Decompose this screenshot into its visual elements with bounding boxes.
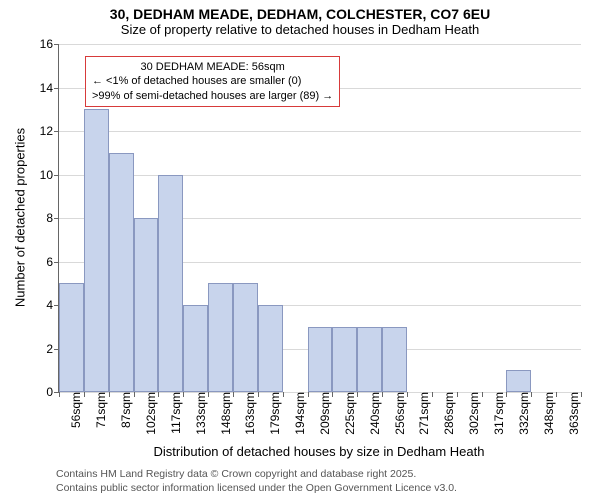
xtick-mark <box>556 392 557 397</box>
xtick-mark <box>482 392 483 397</box>
xtick-mark <box>581 392 582 397</box>
xtick-label: 302sqm <box>461 392 481 435</box>
histogram-bar <box>109 153 134 392</box>
histogram-bar <box>134 218 159 392</box>
histogram-bar <box>357 327 382 392</box>
annotation-line: ← <1% of detached houses are smaller (0) <box>92 74 333 88</box>
xtick-mark <box>407 392 408 397</box>
xtick-label: 240sqm <box>362 392 382 435</box>
xtick-label: 133sqm <box>188 392 208 435</box>
histogram-bar <box>382 327 407 392</box>
xtick-label: 87sqm <box>113 392 133 428</box>
footer-line-1: Contains HM Land Registry data © Crown c… <box>56 468 457 482</box>
xtick-mark <box>332 392 333 397</box>
xtick-label: 148sqm <box>213 392 233 435</box>
xtick-label: 71sqm <box>88 392 108 428</box>
xtick-label: 56sqm <box>63 392 83 428</box>
ytick-mark <box>54 175 59 176</box>
histogram-bar <box>158 175 183 393</box>
xtick-mark <box>59 392 60 397</box>
histogram-bar <box>59 283 84 392</box>
xtick-label: 332sqm <box>511 392 531 435</box>
chart-title-1: 30, DEDHAM MEADE, DEDHAM, COLCHESTER, CO… <box>0 0 600 22</box>
annotation-box: 30 DEDHAM MEADE: 56sqm← <1% of detached … <box>85 56 340 107</box>
xtick-label: 256sqm <box>387 392 407 435</box>
ytick-mark <box>54 44 59 45</box>
xtick-mark <box>308 392 309 397</box>
plot-area: 024681012141656sqm71sqm87sqm102sqm117sqm… <box>58 44 581 393</box>
xtick-mark <box>84 392 85 397</box>
histogram-bar <box>233 283 258 392</box>
y-axis-label: Number of detached properties <box>13 118 28 318</box>
xtick-mark <box>183 392 184 397</box>
xtick-label: 348sqm <box>536 392 556 435</box>
xtick-label: 102sqm <box>138 392 158 435</box>
xtick-mark <box>357 392 358 397</box>
xtick-mark <box>233 392 234 397</box>
histogram-bar <box>183 305 208 392</box>
xtick-mark <box>134 392 135 397</box>
gridline <box>59 175 581 176</box>
xtick-label: 363sqm <box>561 392 581 435</box>
xtick-mark <box>283 392 284 397</box>
xtick-mark <box>208 392 209 397</box>
xtick-label: 179sqm <box>262 392 282 435</box>
xtick-mark <box>109 392 110 397</box>
ytick-mark <box>54 131 59 132</box>
xtick-mark <box>457 392 458 397</box>
ytick-mark <box>54 262 59 263</box>
xtick-label: 286sqm <box>436 392 456 435</box>
chart-title-2: Size of property relative to detached ho… <box>0 22 600 37</box>
histogram-bar <box>308 327 333 392</box>
xtick-label: 163sqm <box>237 392 257 435</box>
x-axis-label: Distribution of detached houses by size … <box>58 444 580 459</box>
xtick-label: 117sqm <box>163 392 183 434</box>
footer-attribution: Contains HM Land Registry data © Crown c… <box>56 468 457 495</box>
xtick-label: 194sqm <box>287 392 307 435</box>
xtick-mark <box>506 392 507 397</box>
histogram-bar <box>332 327 357 392</box>
xtick-label: 271sqm <box>411 392 431 435</box>
ytick-mark <box>54 218 59 219</box>
annotation-line: >99% of semi-detached houses are larger … <box>92 89 333 103</box>
gridline <box>59 44 581 45</box>
xtick-label: 225sqm <box>337 392 357 435</box>
xtick-mark <box>432 392 433 397</box>
histogram-bar <box>258 305 283 392</box>
footer-line-2: Contains public sector information licen… <box>56 482 457 496</box>
xtick-mark <box>531 392 532 397</box>
ytick-mark <box>54 88 59 89</box>
xtick-label: 209sqm <box>312 392 332 435</box>
xtick-mark <box>382 392 383 397</box>
chart-container: 30, DEDHAM MEADE, DEDHAM, COLCHESTER, CO… <box>0 0 600 500</box>
xtick-mark <box>158 392 159 397</box>
histogram-bar <box>84 109 109 392</box>
annotation-line: 30 DEDHAM MEADE: 56sqm <box>92 60 333 74</box>
histogram-bar <box>208 283 233 392</box>
xtick-mark <box>258 392 259 397</box>
histogram-bar <box>506 370 531 392</box>
gridline <box>59 131 581 132</box>
xtick-label: 317sqm <box>486 392 506 435</box>
